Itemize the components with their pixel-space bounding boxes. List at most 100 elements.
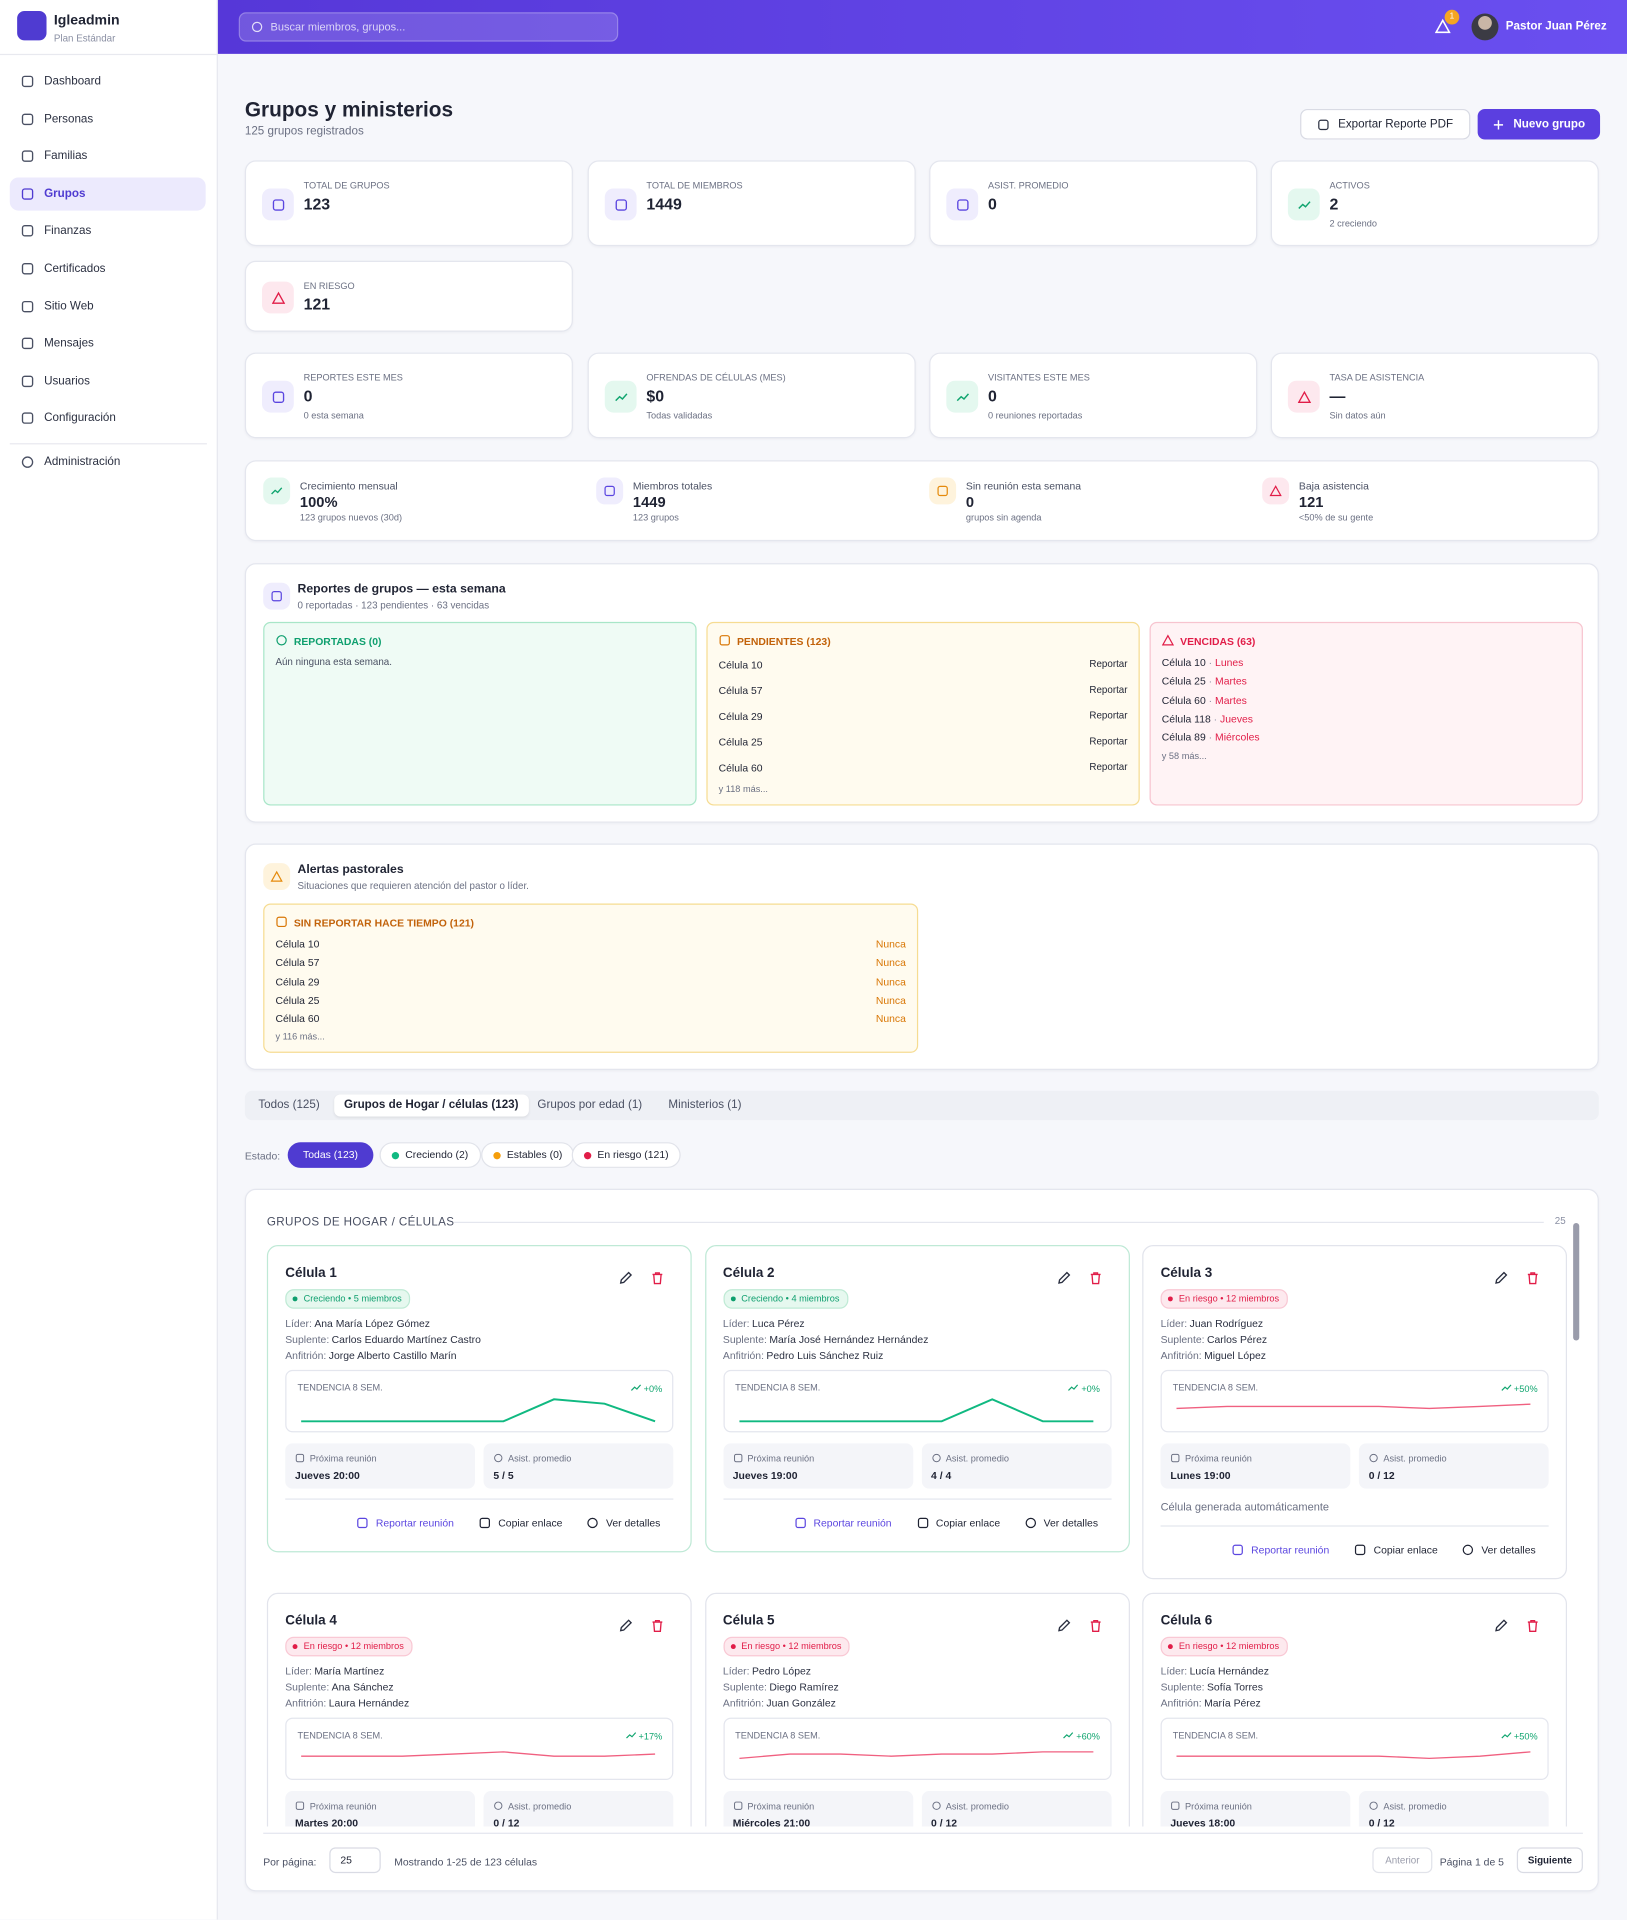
delete-button[interactable]	[1088, 1618, 1103, 1633]
per-page-label: Por página:	[263, 1855, 317, 1869]
nav-label: Grupos	[44, 187, 86, 201]
filter-chip[interactable]: Creciendo (2)	[379, 1142, 481, 1168]
status-dot	[583, 1151, 592, 1159]
box-icon	[276, 635, 287, 646]
trend-box: TENDENCIA 8 SEM. +0%	[722, 1369, 1111, 1433]
prev-button[interactable]: Anterior	[1372, 1847, 1433, 1874]
nav-icon	[21, 225, 34, 237]
section-title: Alertas pastorales	[297, 863, 404, 877]
tab[interactable]: Ministerios (1)	[668, 1098, 742, 1112]
filter-chip[interactable]: Todas (123)	[287, 1142, 374, 1168]
nav-item[interactable]: Dashboard	[10, 65, 206, 98]
edit-button[interactable]	[618, 1271, 633, 1286]
trend-change-value: +0%	[643, 1383, 663, 1395]
section-icon	[263, 582, 291, 610]
scroll-thumb[interactable]	[1573, 1223, 1580, 1341]
delete-button[interactable]	[650, 1271, 665, 1286]
chip-label: Creciendo (2)	[405, 1148, 469, 1161]
delete-button[interactable]	[650, 1618, 665, 1633]
export-button[interactable]: Exportar Reporte PDF	[1300, 108, 1471, 140]
trend-change-value: +50%	[1513, 1731, 1538, 1743]
user-name[interactable]: Pastor Juan Pérez	[1505, 19, 1607, 34]
card-action[interactable]: Reportar reunión	[1232, 1544, 1329, 1556]
delete-button[interactable]	[1525, 1618, 1540, 1633]
sparkline	[738, 1398, 1093, 1423]
filter-chip[interactable]: En riesgo (121)	[571, 1142, 681, 1168]
brand-icon	[17, 11, 47, 41]
edit-button[interactable]	[1056, 1618, 1071, 1633]
section-glyph	[271, 590, 282, 602]
members-text: 12 miembros	[1218, 1293, 1279, 1304]
divider	[0, 53, 217, 56]
bell-icon	[1434, 18, 1451, 34]
person-line: Líder: María Martínez	[285, 1665, 384, 1677]
box-icon	[276, 916, 287, 928]
overdue-row: Célula 25Martes	[1162, 675, 1571, 687]
stat-card: EN RIESGO 121	[244, 260, 573, 332]
action-icon	[357, 1517, 368, 1529]
tab[interactable]: Todos (125)	[258, 1098, 320, 1112]
brand-name: Igleadmin	[53, 13, 120, 29]
nav-item[interactable]: Sitio Web	[10, 290, 206, 323]
card-action[interactable]: Ver detalles	[586, 1517, 660, 1529]
card-action[interactable]: Ver detalles	[1024, 1517, 1098, 1529]
card-action[interactable]: Copiar enlace	[1354, 1544, 1438, 1556]
nav-item[interactable]: Mensajes	[10, 327, 206, 360]
trend-icon	[1500, 1384, 1511, 1391]
scrollbar[interactable]	[1572, 1211, 1581, 1826]
summary-icon	[263, 477, 291, 505]
nav-label: Usuarios	[44, 374, 90, 388]
more-text: y 58 más...	[1161, 750, 1207, 762]
info-label: Próxima reunión	[1185, 1453, 1252, 1465]
tab[interactable]: Grupos de Hogar / células (123)	[334, 1094, 529, 1117]
next-button[interactable]: Siguiente	[1516, 1847, 1583, 1874]
edit-button[interactable]	[1494, 1618, 1509, 1633]
nav-label: Certificados	[44, 261, 106, 276]
edit-button[interactable]	[1494, 1271, 1509, 1286]
card-action[interactable]: Copiar enlace	[479, 1517, 562, 1529]
card-action[interactable]: Reportar reunión	[356, 1517, 454, 1529]
trend-change: +0%	[1068, 1382, 1100, 1394]
stat-card: VISITANTES ESTE MES 0 0 reuniones reportad…	[929, 352, 1258, 439]
sparkline	[301, 1751, 656, 1757]
box-title: SIN REPORTAR HACE TIEMPO (121)	[293, 916, 475, 930]
info-box: Próxima reunión Jueves 18:00	[1160, 1791, 1351, 1827]
report-action[interactable]: Reportar	[1089, 658, 1128, 670]
nav-item[interactable]: Certificados	[10, 252, 206, 285]
card-action[interactable]: Copiar enlace	[916, 1517, 1000, 1529]
per-page-select[interactable]: 25	[329, 1847, 381, 1874]
report-action[interactable]: Reportar	[1089, 710, 1128, 722]
nav-item[interactable]: Grupos	[9, 177, 206, 211]
filter-chip[interactable]: Estables (0)	[481, 1142, 575, 1168]
notification-badge[interactable]: 1	[1444, 9, 1460, 25]
edit-button[interactable]	[618, 1618, 633, 1633]
card-action[interactable]: Reportar reunión	[794, 1517, 892, 1529]
stat-note: Sin datos aún	[1329, 410, 1386, 422]
person-name: Carlos Pérez	[1206, 1333, 1268, 1346]
report-action[interactable]: Reportar	[1089, 761, 1128, 773]
nav-item[interactable]: Familias	[10, 140, 206, 173]
delete-button[interactable]	[1088, 1271, 1103, 1286]
page-title: Grupos y ministerios	[244, 97, 454, 122]
search-input[interactable]: Buscar miembros, grupos...	[238, 12, 619, 42]
person-line: Anfitrión: Laura Hernández	[285, 1697, 409, 1709]
nav-item[interactable]: Configuración	[10, 402, 206, 435]
card-action[interactable]: Ver detalles	[1462, 1544, 1536, 1556]
nav-item[interactable]: Finanzas	[10, 215, 206, 248]
alert-row: Célula 10 Nunca	[275, 938, 905, 950]
info-icon	[494, 1801, 503, 1810]
nav-item[interactable]: Personas	[10, 102, 206, 135]
delete-button[interactable]	[1525, 1271, 1540, 1286]
nav-item[interactable]: Usuarios	[10, 365, 206, 398]
report-action[interactable]: Reportar	[1089, 684, 1128, 696]
report-action[interactable]: Reportar	[1089, 735, 1128, 747]
nav-item[interactable]: Administración	[10, 446, 206, 479]
trend-line	[738, 1751, 1093, 1760]
trend-line	[1176, 1403, 1531, 1410]
edit-button[interactable]	[1056, 1271, 1071, 1286]
tab[interactable]: Grupos por edad (1)	[537, 1098, 643, 1112]
person-name: María José Hernández Hernández	[769, 1333, 929, 1346]
sidebar: Igleadmin Plan Estándar Dashboard Personas F…	[0, 0, 218, 1920]
new-button[interactable]: Nuevo grupo	[1477, 108, 1601, 140]
person-name: Juan González	[766, 1696, 836, 1710]
